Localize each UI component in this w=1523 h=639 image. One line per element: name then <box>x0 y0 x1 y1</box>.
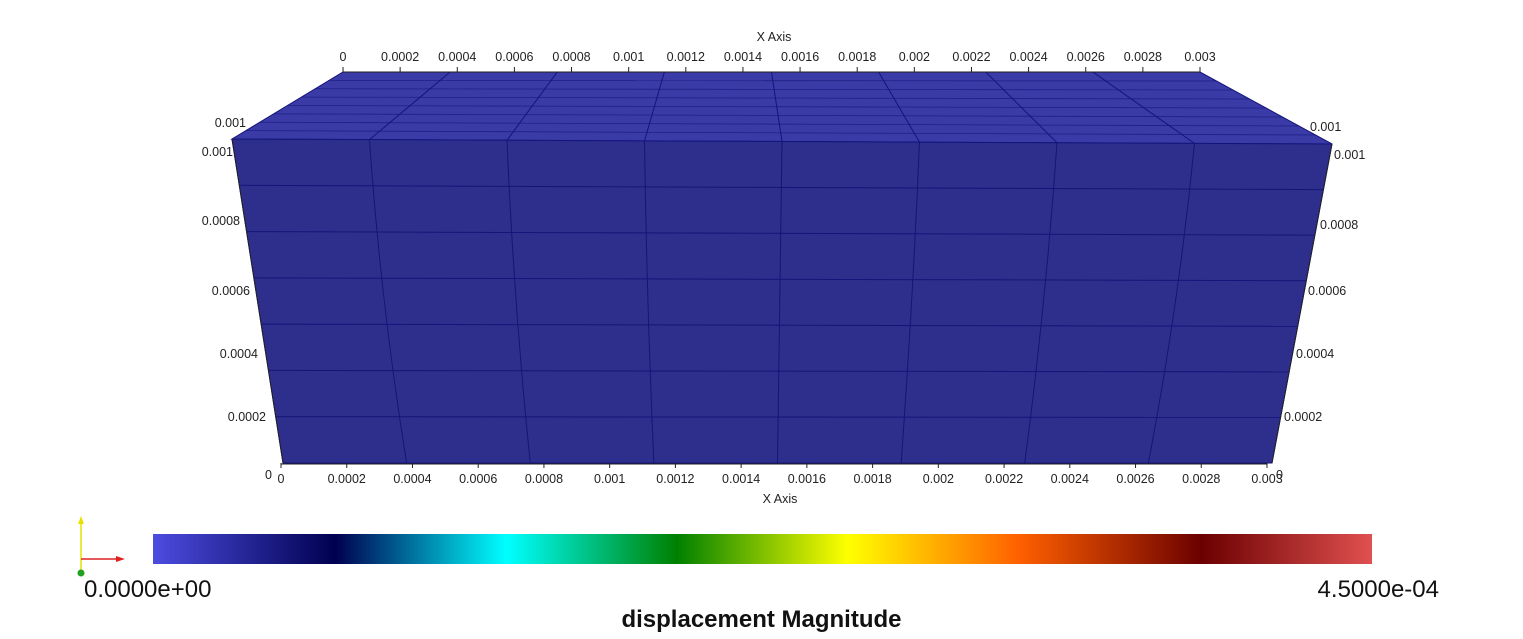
mesh-front-vertical-edge <box>1024 142 1058 464</box>
top-x-tick-label: 0.0002 <box>381 50 419 64</box>
mesh-front-vertical-edge <box>506 140 531 464</box>
mesh-front-vertical-edge <box>369 139 408 464</box>
mesh-top-width-edge <box>329 79 1217 82</box>
mesh-front-horizontal-edge <box>261 323 1298 327</box>
right-y-axis-line <box>1271 143 1333 464</box>
top-x-tick-label: 0.0024 <box>1009 50 1047 64</box>
bottom-x-tick-label: 0.0028 <box>1182 472 1220 486</box>
top-x-tick-label: 0.003 <box>1184 50 1215 64</box>
bottom-x-tick-label: 0.0006 <box>459 472 497 486</box>
bottom-x-tick-label: 0.0002 <box>328 472 366 486</box>
mesh-top-width-edge <box>287 105 1267 109</box>
bottom-x-axis-title: X Axis <box>763 492 798 506</box>
right-y-tick-label: 0.0004 <box>1296 347 1334 361</box>
mesh-front-vertical-edge <box>644 140 655 464</box>
top-x-tick-label: 0.0012 <box>667 50 705 64</box>
orientation-z-axis-dot <box>77 569 85 577</box>
mesh-front-horizontal-edge <box>239 184 1324 191</box>
bottom-x-tick-label: 0.0018 <box>853 472 891 486</box>
mesh-front-horizontal-edge <box>246 231 1315 236</box>
bottom-x-tick-label: 0.0016 <box>788 472 826 486</box>
bottom-x-tick-label: 0.0012 <box>656 472 694 486</box>
mesh-top-width-edge <box>301 96 1250 100</box>
bottom-x-tick-label: 0.0022 <box>985 472 1023 486</box>
right-depth-tick-label: 0.001 <box>1310 120 1341 134</box>
orientation-y-arrow-icon <box>78 516 84 524</box>
mesh-front-horizontal-edge <box>268 369 1290 373</box>
bottom-x-tick-label: 0.001 <box>594 472 625 486</box>
right-y-tick-label: 0.0002 <box>1284 410 1322 424</box>
mesh-front-vertical-edge <box>1147 143 1195 464</box>
top-x-tick-label: 0.0004 <box>438 50 476 64</box>
top-x-tick-label: 0.0022 <box>952 50 990 64</box>
mesh-top-width-edge <box>273 113 1283 118</box>
top-x-tick-label: 0.0008 <box>552 50 590 64</box>
mesh-front-vertical-edge <box>900 142 920 464</box>
right-y-tick-label: 0.0008 <box>1320 218 1358 232</box>
color-legend-min-label: 0.0000e+00 <box>84 576 212 603</box>
mesh-block[interactable] <box>230 71 1333 464</box>
top-x-tick-label: 0.0028 <box>1124 50 1162 64</box>
left-y-tick-label: 0.0004 <box>220 347 258 361</box>
color-legend-bar <box>153 534 1372 564</box>
mesh-top-width-edge <box>315 88 1234 91</box>
color-legend-max-label: 4.5000e-04 <box>1317 576 1439 603</box>
orientation-x-arrow-icon <box>116 556 125 562</box>
left-y-tick-label: 0 <box>265 468 272 482</box>
mesh-top-width-edge <box>259 121 1300 127</box>
right-y-tick-label: 0.001 <box>1334 148 1365 162</box>
top-x-tick-label: 0.0026 <box>1067 50 1105 64</box>
left-y-tick-label: 0.0008 <box>202 214 240 228</box>
right-y-tick-label: 0 <box>1276 468 1283 482</box>
top-x-tick-label: 0.0018 <box>838 50 876 64</box>
left-y-tick-label: 0.0002 <box>228 410 266 424</box>
bottom-x-tick-label: 0.0008 <box>525 472 563 486</box>
mesh-front-horizontal-edge <box>253 277 1307 282</box>
top-x-tick-label: 0.002 <box>899 50 930 64</box>
bottom-x-tick-label: 0.0024 <box>1051 472 1089 486</box>
cube-axes: 0 0.0002 0.0004 0.0006 0.0008 0.001 0.0012 0.00… <box>202 50 1366 486</box>
top-x-tick-label: 0.001 <box>613 50 644 64</box>
left-y-tick-label: 0.001 <box>202 145 233 159</box>
bottom-x-tick-label: 0.0004 <box>393 472 431 486</box>
bottom-x-tick-label: 0.002 <box>923 472 954 486</box>
top-x-axis-title: X Axis <box>757 30 792 44</box>
left-y-axis-line <box>231 138 284 464</box>
orientation-axes-widget <box>77 516 125 577</box>
top-x-tick-label: 0.0006 <box>495 50 533 64</box>
bottom-x-tick-label: 0.0014 <box>722 472 760 486</box>
color-legend-title: displacement Magnitude <box>621 606 902 633</box>
left-depth-tick-label: 0.001 <box>215 116 246 130</box>
mesh-front-vertical-edge <box>777 141 783 464</box>
mesh-top-width-edge <box>245 130 1316 136</box>
bottom-x-tick-label: 0 <box>278 472 285 486</box>
top-x-tick-label: 0.0014 <box>724 50 762 64</box>
top-x-tick-label: 0.0016 <box>781 50 819 64</box>
left-y-tick-label: 0.0006 <box>212 284 250 298</box>
bottom-x-tick-label: 0.003 <box>1251 472 1282 486</box>
bottom-x-tick-label: 0.0026 <box>1116 472 1154 486</box>
top-x-tick-label: 0 <box>340 50 347 64</box>
right-y-tick-label: 0.0006 <box>1308 284 1346 298</box>
mesh-front-horizontal-edge <box>275 416 1281 418</box>
